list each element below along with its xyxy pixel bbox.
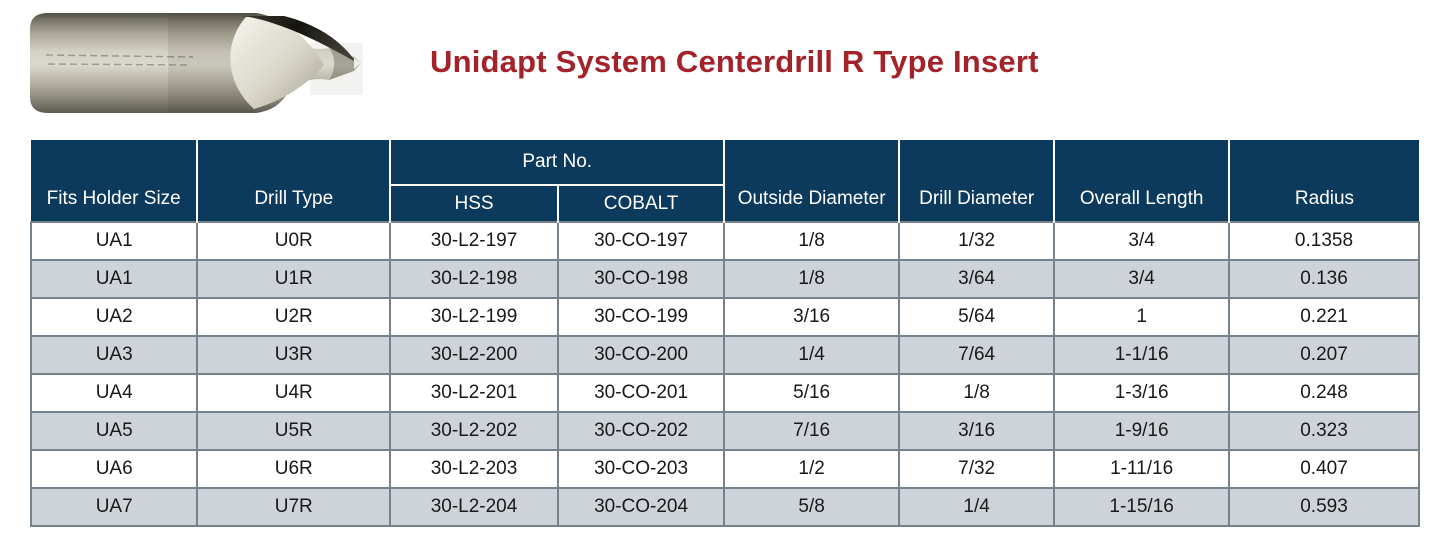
cell-drill-type: U2R <box>196 297 392 337</box>
cell-outside-diameter: 3/16 <box>723 297 900 337</box>
cell-drill-diameter: 1/32 <box>897 221 1056 261</box>
table-row: UA7 U7R 30-L2-204 30-CO-204 5/8 1/4 1-15… <box>29 487 1421 527</box>
cell-radius: 0.1358 <box>1227 221 1421 261</box>
col-header-fits-holder-size: Fits Holder Size <box>31 140 198 222</box>
cell-radius: 0.248 <box>1227 373 1421 413</box>
cell-drill-type: U5R <box>196 411 392 451</box>
col-header-part-no: Part No. <box>389 140 725 186</box>
cell-overall-length: 1 <box>1053 297 1230 337</box>
cell-overall-length: 3/4 <box>1053 221 1230 261</box>
table-row: UA5 U5R 30-L2-202 30-CO-202 7/16 3/16 1-… <box>29 411 1421 451</box>
spec-table: Fits Holder Size Drill Type Part No. Out… <box>29 140 1421 527</box>
col-header-outside-diameter: Outside Diameter <box>723 140 899 222</box>
cell-fits-holder-size: UA7 <box>29 487 199 527</box>
cell-drill-diameter: 7/32 <box>897 449 1056 489</box>
cell-part-no-hss: 30-L2-204 <box>389 487 559 527</box>
cell-outside-diameter: 1/8 <box>723 221 900 261</box>
centerdrill-photo <box>30 13 363 113</box>
cell-fits-holder-size: UA6 <box>29 449 199 489</box>
table-row: UA3 U3R 30-L2-200 30-CO-200 1/4 7/64 1-1… <box>29 335 1421 375</box>
table-row: UA1 U1R 30-L2-198 30-CO-198 1/8 3/64 3/4… <box>29 259 1421 299</box>
cell-part-no-cobalt: 30-CO-202 <box>556 411 726 451</box>
cell-drill-diameter: 1/8 <box>897 373 1056 413</box>
cell-fits-holder-size: UA3 <box>29 335 199 375</box>
cell-outside-diameter: 1/4 <box>723 335 900 375</box>
cell-drill-type: U1R <box>196 259 392 299</box>
cell-overall-length: 1-11/16 <box>1053 449 1230 489</box>
cell-part-no-cobalt: 30-CO-198 <box>556 259 726 299</box>
cell-radius: 0.136 <box>1227 259 1421 299</box>
col-header-drill-diameter: Drill Diameter <box>897 140 1055 222</box>
table-row: UA6 U6R 30-L2-203 30-CO-203 1/2 7/32 1-1… <box>29 449 1421 489</box>
cell-overall-length: 1-3/16 <box>1053 373 1230 413</box>
cell-radius: 0.323 <box>1227 411 1421 451</box>
cell-drill-type: U4R <box>196 373 392 413</box>
cell-drill-diameter: 7/64 <box>897 335 1056 375</box>
cell-drill-diameter: 3/64 <box>897 259 1056 299</box>
col-header-hss: HSS <box>389 185 558 222</box>
cell-fits-holder-size: UA5 <box>29 411 199 451</box>
cell-part-no-hss: 30-L2-202 <box>389 411 559 451</box>
cell-radius: 0.407 <box>1227 449 1421 489</box>
cell-overall-length: 3/4 <box>1053 259 1230 299</box>
cell-part-no-hss: 30-L2-199 <box>389 297 559 337</box>
cell-outside-diameter: 1/2 <box>723 449 900 489</box>
cell-outside-diameter: 5/16 <box>723 373 900 413</box>
cell-part-no-hss: 30-L2-197 <box>389 221 559 261</box>
cell-drill-diameter: 5/64 <box>897 297 1056 337</box>
cell-outside-diameter: 7/16 <box>723 411 900 451</box>
cell-part-no-cobalt: 30-CO-201 <box>556 373 726 413</box>
cell-drill-type: U7R <box>196 487 392 527</box>
page-title: Unidapt System Centerdrill R Type Insert <box>430 44 1039 79</box>
cell-radius: 0.207 <box>1227 335 1421 375</box>
cell-drill-type: U0R <box>196 221 392 261</box>
cell-overall-length: 1-1/16 <box>1053 335 1230 375</box>
cell-part-no-cobalt: 30-CO-203 <box>556 449 726 489</box>
col-header-drill-type: Drill Type <box>196 140 391 222</box>
cell-outside-diameter: 1/8 <box>723 259 900 299</box>
col-header-overall-length: Overall Length <box>1053 140 1229 222</box>
spec-table-header: Fits Holder Size Drill Type Part No. Out… <box>31 140 1419 222</box>
cell-drill-diameter: 3/16 <box>897 411 1056 451</box>
col-header-cobalt: COBALT <box>556 185 725 222</box>
cell-drill-type: U6R <box>196 449 392 489</box>
cell-part-no-cobalt: 30-CO-197 <box>556 221 726 261</box>
cell-part-no-cobalt: 30-CO-200 <box>556 335 726 375</box>
cell-overall-length: 1-15/16 <box>1053 487 1230 527</box>
cell-overall-length: 1-9/16 <box>1053 411 1230 451</box>
cell-fits-holder-size: UA1 <box>29 221 199 261</box>
cell-part-no-hss: 30-L2-201 <box>389 373 559 413</box>
table-row: UA1 U0R 30-L2-197 30-CO-197 1/8 1/32 3/4… <box>29 221 1421 261</box>
cell-fits-holder-size: UA2 <box>29 297 199 337</box>
cell-fits-holder-size: UA4 <box>29 373 199 413</box>
cell-part-no-cobalt: 30-CO-204 <box>556 487 726 527</box>
cell-radius: 0.221 <box>1227 297 1421 337</box>
cell-part-no-hss: 30-L2-203 <box>389 449 559 489</box>
col-header-radius: Radius <box>1227 140 1419 222</box>
table-row: UA2 U2R 30-L2-199 30-CO-199 3/16 5/64 1 … <box>29 297 1421 337</box>
cell-part-no-hss: 30-L2-200 <box>389 335 559 375</box>
table-row: UA4 U4R 30-L2-201 30-CO-201 5/16 1/8 1-3… <box>29 373 1421 413</box>
cell-part-no-hss: 30-L2-198 <box>389 259 559 299</box>
cell-outside-diameter: 5/8 <box>723 487 900 527</box>
cell-drill-type: U3R <box>196 335 392 375</box>
cell-drill-diameter: 1/4 <box>897 487 1056 527</box>
spec-table-body: UA1 U0R 30-L2-197 30-CO-197 1/8 1/32 3/4… <box>29 221 1421 527</box>
cell-part-no-cobalt: 30-CO-199 <box>556 297 726 337</box>
cell-radius: 0.593 <box>1227 487 1421 527</box>
cell-fits-holder-size: UA1 <box>29 259 199 299</box>
